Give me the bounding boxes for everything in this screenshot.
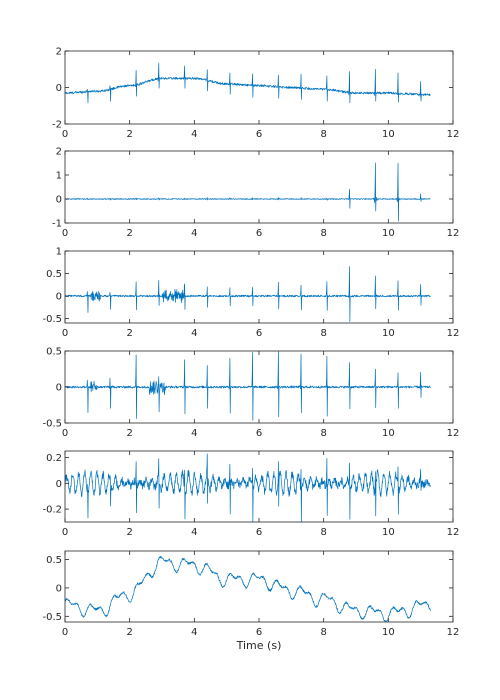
- y-tick-label: 0: [56, 83, 62, 94]
- signal-trace-2: [65, 162, 431, 222]
- x-tick-label: 2: [126, 328, 132, 339]
- y-tick-label: -1: [52, 219, 62, 230]
- y-tick-label: 1: [56, 247, 62, 258]
- x-axis-label: Time (s): [236, 639, 282, 652]
- x-tick-label: 6: [256, 228, 262, 239]
- x-tick-label: 8: [320, 328, 326, 339]
- x-tick-label: 6: [256, 527, 262, 538]
- y-tick-label: -0.5: [42, 314, 62, 325]
- x-tick-label: 0: [62, 328, 68, 339]
- signal-trace-5: [65, 453, 431, 522]
- x-tick-label: 4: [191, 627, 197, 638]
- subplot-3: 0 2 4 6 8 10 12-0.500.51: [42, 247, 459, 340]
- y-tick-label: 0.5: [46, 347, 62, 358]
- x-tick-label: 4: [191, 129, 197, 140]
- x-tick-label: 0: [62, 228, 68, 239]
- x-tick-label: 8: [320, 428, 326, 439]
- y-tick-label: 0: [56, 583, 62, 594]
- subplot-5: 0 2 4 6 8 10 12-0.200.2: [42, 450, 460, 538]
- x-tick-label: 10: [382, 228, 395, 239]
- y-tick-label: 1: [56, 171, 62, 182]
- x-tick-label: 2: [126, 627, 132, 638]
- axes-frame: [64, 150, 454, 224]
- x-tick-label: 12: [447, 527, 460, 538]
- x-tick-label: 12: [447, 129, 460, 140]
- x-tick-label: 4: [191, 428, 197, 439]
- y-tick-label: -2: [52, 120, 62, 131]
- x-tick-label: 10: [382, 527, 395, 538]
- x-tick-label: 12: [447, 228, 460, 239]
- y-tick-label: 0: [56, 383, 62, 394]
- x-tick-label: 2: [126, 129, 132, 140]
- y-tick-label: 2: [56, 47, 62, 58]
- subplot-6: 0 2 4 6 8 10 12-0.500.5: [42, 550, 460, 638]
- y-tick-label: 0.5: [46, 269, 62, 280]
- x-tick-label: 2: [126, 428, 132, 439]
- axes-frame: [64, 50, 454, 125]
- y-tick-label: -0.2: [42, 505, 62, 516]
- x-tick-label: 0: [62, 627, 68, 638]
- signal-trace-1: [65, 62, 431, 104]
- x-tick-label: 6: [256, 328, 262, 339]
- x-tick-label: 4: [191, 228, 197, 239]
- signal-trace-3: [65, 266, 431, 322]
- signal-trace-6: [65, 555, 431, 622]
- x-tick-label: 0: [62, 428, 68, 439]
- x-tick-label: 4: [191, 328, 197, 339]
- x-tick-label: 10: [382, 428, 395, 439]
- y-tick-label: -0.5: [42, 419, 62, 430]
- x-tick-label: 12: [447, 328, 460, 339]
- axes-frame: [64, 250, 454, 324]
- x-tick-label: 8: [320, 129, 326, 140]
- x-tick-label: 8: [320, 527, 326, 538]
- x-tick-label: 10: [382, 129, 395, 140]
- x-tick-label: 2: [126, 527, 132, 538]
- x-tick-label: 6: [256, 129, 262, 140]
- x-tick-label: 12: [447, 428, 460, 439]
- x-tick-label: 6: [256, 428, 262, 439]
- subplot-1: 0 2 4 6 8 10 12-202: [52, 47, 459, 141]
- signal-trace-4: [65, 351, 431, 421]
- y-tick-label: 0: [56, 195, 62, 206]
- subplot-4: 0 2 4 6 8 10 12-0.500.5: [42, 347, 459, 440]
- x-tick-label: 2: [126, 228, 132, 239]
- y-tick-label: 0: [56, 479, 62, 490]
- x-tick-label: 6: [256, 627, 262, 638]
- y-tick-label: -0.5: [42, 612, 62, 623]
- x-tick-label: 10: [382, 627, 395, 638]
- x-tick-label: 8: [320, 627, 326, 638]
- x-tick-label: 0: [62, 527, 68, 538]
- axes-frame: [64, 550, 454, 623]
- x-tick-label: 0: [62, 129, 68, 140]
- x-tick-label: 4: [191, 527, 197, 538]
- x-tick-label: 12: [447, 627, 460, 638]
- y-tick-label: 0.5: [46, 555, 62, 566]
- y-tick-label: 0: [56, 292, 62, 303]
- x-tick-label: 8: [320, 228, 326, 239]
- x-tick-label: 10: [382, 328, 395, 339]
- y-tick-label: 2: [56, 147, 62, 158]
- y-tick-label: 0.2: [46, 453, 62, 464]
